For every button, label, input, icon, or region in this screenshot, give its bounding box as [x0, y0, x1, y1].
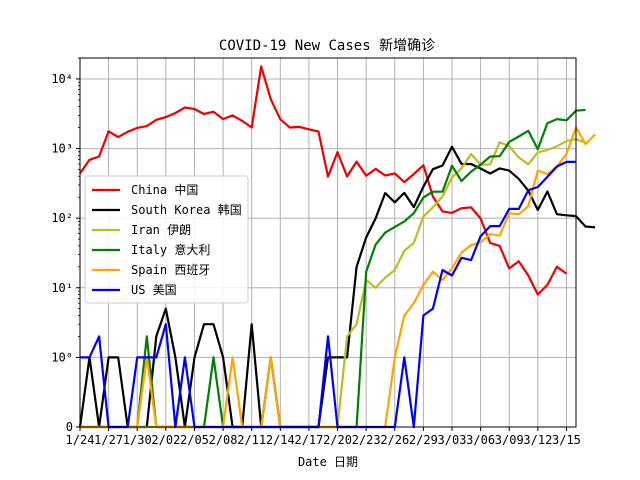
x-tick-label: 2/11	[237, 433, 266, 447]
legend-label: Iran 伊朗	[131, 223, 191, 237]
y-tick-label: 10³	[51, 142, 73, 156]
x-axis-label: Date 日期	[298, 455, 358, 469]
legend-label: US 美国	[131, 283, 177, 297]
x-tick-label: 2/05	[180, 433, 209, 447]
x-tick-label: 2/26	[380, 433, 409, 447]
legend-label: Italy 意大利	[131, 242, 210, 257]
x-tick-label: 1/24	[66, 433, 95, 447]
x-tick-label: 3/06	[466, 433, 495, 447]
x-tick-label: 2/23	[352, 433, 381, 447]
x-tick-label: 1/27	[94, 433, 123, 447]
legend: China 中国 South Korea 韩国 Iran 伊朗 Italy 意大利 Sp…	[84, 175, 249, 304]
x-tick-label: 2/02	[151, 433, 180, 447]
y-tick-label: 10⁰	[51, 350, 73, 364]
x-tick-label: 3/09	[495, 433, 524, 447]
x-tick-label: 1/30	[123, 433, 152, 447]
x-axis-ticks: 1/24 1/27 1/30 2/02 2/05 2/08 2/11 2/14 2/17 2/20…	[66, 427, 581, 447]
x-tick-label: 3/03	[438, 433, 467, 447]
y-axis-ticks: 0 10⁰ 10¹ 10² 10³ 10⁴	[51, 57, 80, 434]
chart-title: COVID-19 New Cases 新增确诊	[219, 38, 435, 54]
legend-label: China 中国	[131, 182, 198, 197]
series-line-south	[78, 145, 596, 429]
x-tick-label: 2/20	[323, 433, 352, 447]
series-line-us	[80, 160, 576, 429]
legend-label: South Korea 韩国	[131, 202, 242, 217]
legend-box	[84, 175, 249, 304]
x-tick-label: 2/14	[266, 433, 295, 447]
y-tick-label: 10¹	[51, 281, 73, 295]
x-tick-label: 3/15	[552, 433, 581, 447]
plot-frame	[79, 57, 577, 428]
x-tick-label: 2/29	[409, 433, 438, 447]
x-tick-label: 2/17	[294, 433, 323, 447]
x-tick-label: 2/08	[209, 433, 238, 447]
x-tick-label: 3/12	[523, 433, 552, 447]
legend-label: Spain 西班牙	[131, 263, 210, 277]
y-tick-label: 10⁴	[51, 72, 73, 86]
y-tick-label: 0	[66, 420, 73, 434]
y-tick-label: 10²	[51, 211, 73, 225]
